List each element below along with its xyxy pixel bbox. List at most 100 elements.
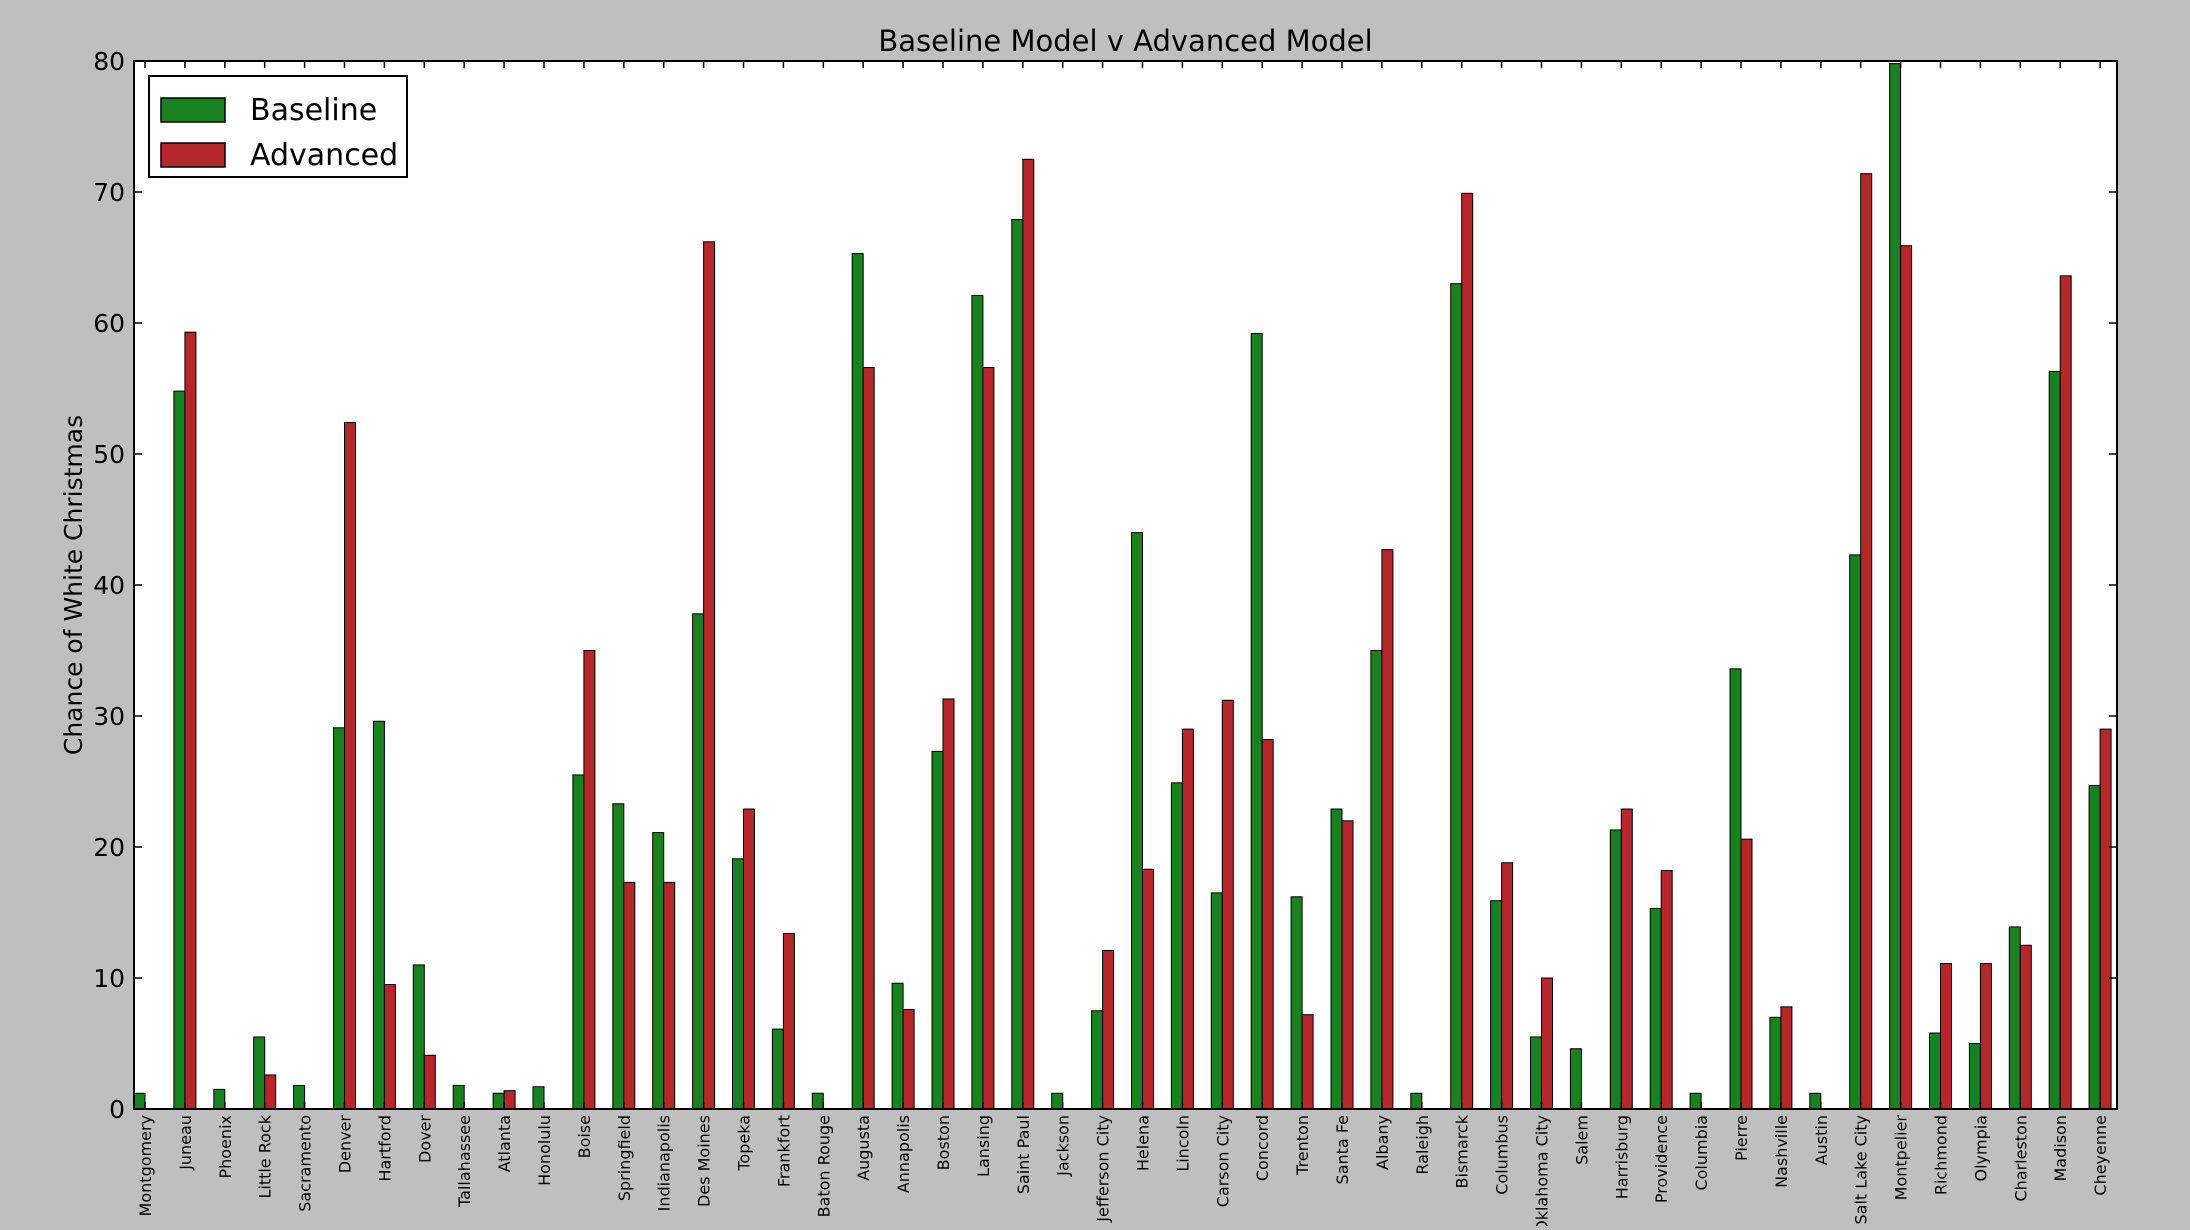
bar-advanced-atlanta bbox=[503, 1090, 516, 1110]
x-tick-label: Concord bbox=[1253, 1115, 1272, 1181]
bar-baseline-columbia bbox=[1689, 1092, 1702, 1110]
bar-baseline-augusta bbox=[851, 253, 864, 1110]
legend-label-baseline: Baseline bbox=[250, 93, 377, 128]
x-tick-label: Salt Lake City bbox=[1852, 1115, 1871, 1224]
bar-baseline-columbus bbox=[1490, 900, 1503, 1110]
x-tick-label: Helena bbox=[1134, 1115, 1153, 1171]
bar-baseline-concord bbox=[1250, 332, 1263, 1110]
bar-advanced-lincoln bbox=[1181, 728, 1194, 1110]
bar-advanced-bismarck bbox=[1461, 192, 1474, 1110]
bar-advanced-trenton bbox=[1301, 1014, 1314, 1110]
bar-baseline-montgomery bbox=[133, 1092, 146, 1110]
y-axis: 0 10 20 30 40 50 60 70 80 bbox=[93, 47, 2117, 1124]
bar-baseline-helena bbox=[1131, 532, 1143, 1110]
bar-advanced-madison bbox=[2059, 275, 2072, 1110]
bar-baseline-boston bbox=[931, 750, 944, 1110]
x-tick-label: Saint Paul bbox=[1014, 1115, 1033, 1194]
x-tick-label: Pierre bbox=[1732, 1115, 1751, 1161]
x-tick-label: Trenton bbox=[1293, 1115, 1312, 1176]
bar-advanced-indianapolis bbox=[663, 881, 676, 1110]
x-axis: Montgomery Juneau Phoenix Little Rock Sacram… bbox=[136, 61, 2110, 1230]
x-tick-label: Boise bbox=[575, 1115, 594, 1158]
bar-baseline-little-rock bbox=[253, 1036, 266, 1110]
y-tick-label: 20 bbox=[93, 833, 125, 862]
x-tick-label: Madison bbox=[2051, 1115, 2070, 1181]
bar-baseline-santa-fe bbox=[1330, 808, 1343, 1110]
bar-baseline-oklahoma-city bbox=[1530, 1036, 1542, 1110]
bar-baseline-trenton bbox=[1290, 896, 1303, 1110]
y-axis-label: Chance of White Christmas bbox=[59, 415, 88, 755]
bar-advanced-albany bbox=[1381, 549, 1394, 1110]
x-tick-label: Indianapolis bbox=[655, 1115, 674, 1211]
x-tick-label: Des Moines bbox=[695, 1115, 714, 1207]
bar-baseline-jefferson-city bbox=[1091, 1010, 1104, 1110]
bar-advanced-little-rock bbox=[264, 1074, 277, 1110]
x-tick-label: Montpelier bbox=[1892, 1115, 1911, 1201]
x-tick-label: Jefferson City bbox=[1094, 1115, 1113, 1223]
x-tick-label: Harrisburg bbox=[1612, 1115, 1631, 1199]
bar-baseline-pierre bbox=[1729, 668, 1742, 1110]
bar-advanced-saint-paul bbox=[1022, 158, 1035, 1110]
bar-advanced-augusta bbox=[862, 367, 875, 1110]
y-tick-label: 30 bbox=[93, 702, 125, 731]
bar-advanced-cheyenne bbox=[2099, 728, 2112, 1110]
bar-advanced-springfield bbox=[623, 881, 636, 1110]
x-tick-label: Lansing bbox=[974, 1115, 993, 1177]
bar-baseline-honolulu bbox=[532, 1086, 545, 1110]
bar-advanced-dover bbox=[423, 1054, 436, 1110]
x-tick-label: Oklahoma City bbox=[1533, 1115, 1552, 1226]
bar-baseline-montpelier bbox=[1889, 63, 1902, 1110]
bar-advanced-pierre bbox=[1740, 838, 1753, 1110]
legend-label-advanced: Advanced bbox=[250, 138, 398, 173]
x-tick-label: Topeka bbox=[735, 1115, 754, 1172]
x-tick-label: Tallahassee bbox=[455, 1115, 474, 1208]
y-tick-label: 40 bbox=[93, 571, 125, 600]
bar-baseline-annapolis bbox=[891, 982, 904, 1110]
bar-baseline-madison bbox=[2048, 370, 2061, 1110]
bar-baseline-richmond bbox=[1929, 1032, 1941, 1110]
y-tick-label: 80 bbox=[93, 47, 125, 76]
bar-advanced-denver bbox=[344, 422, 356, 1110]
bar-advanced-harrisburg bbox=[1620, 808, 1633, 1110]
bar-baseline-bismarck bbox=[1450, 283, 1463, 1110]
x-tick-label: Springfield bbox=[615, 1115, 634, 1201]
y-tick-label: 10 bbox=[93, 964, 125, 993]
x-tick-label: Frankfort bbox=[774, 1115, 793, 1187]
x-tick-label: Juneau bbox=[176, 1115, 195, 1171]
bar-baseline-raleigh bbox=[1410, 1092, 1423, 1110]
bar-advanced-topeka bbox=[743, 808, 755, 1110]
bar-baseline-atlanta bbox=[492, 1092, 505, 1110]
legend-swatch-baseline bbox=[160, 97, 226, 123]
x-tick-label: Albany bbox=[1373, 1115, 1392, 1170]
bar-baseline-albany bbox=[1370, 650, 1383, 1110]
bar-baseline-indianapolis bbox=[652, 832, 665, 1110]
bar-baseline-cheyenne bbox=[2088, 784, 2101, 1110]
bar-baseline-olympia bbox=[1968, 1043, 1981, 1110]
bar-baseline-des-moines bbox=[692, 613, 705, 1110]
x-tick-label: Bismarck bbox=[1453, 1114, 1472, 1188]
bar-advanced-hartford bbox=[383, 984, 396, 1110]
bar-advanced-richmond bbox=[1940, 963, 1952, 1110]
x-tick-label: Raleigh bbox=[1413, 1115, 1432, 1175]
bar-advanced-nashville bbox=[1780, 1006, 1793, 1110]
bar-advanced-montpelier bbox=[1900, 245, 1913, 1110]
bar-advanced-salt-lake-city bbox=[1860, 173, 1873, 1110]
x-tick-label: Nashville bbox=[1772, 1115, 1791, 1188]
x-tick-label: Baton Rouge bbox=[814, 1115, 833, 1217]
bar-baseline-frankfort bbox=[771, 1028, 784, 1110]
x-tick-label: Jackson bbox=[1054, 1115, 1073, 1177]
bar-baseline-topeka bbox=[732, 858, 744, 1110]
y-tick-label: 70 bbox=[93, 178, 125, 207]
bar-baseline-salt-lake-city bbox=[1849, 554, 1862, 1110]
bar-advanced-boise bbox=[583, 650, 596, 1110]
bar-advanced-concord bbox=[1261, 739, 1274, 1110]
y-tick-label: 0 bbox=[109, 1095, 125, 1124]
x-tick-label: Carson City bbox=[1213, 1115, 1232, 1207]
bar-baseline-providence bbox=[1649, 908, 1662, 1110]
x-tick-label: Sacramento bbox=[296, 1115, 315, 1212]
x-tick-label: Denver bbox=[336, 1115, 355, 1174]
x-tick-label: Atlanta bbox=[495, 1115, 514, 1172]
legend: Baseline Advanced bbox=[148, 75, 408, 178]
bar-baseline-jackson bbox=[1051, 1092, 1064, 1110]
